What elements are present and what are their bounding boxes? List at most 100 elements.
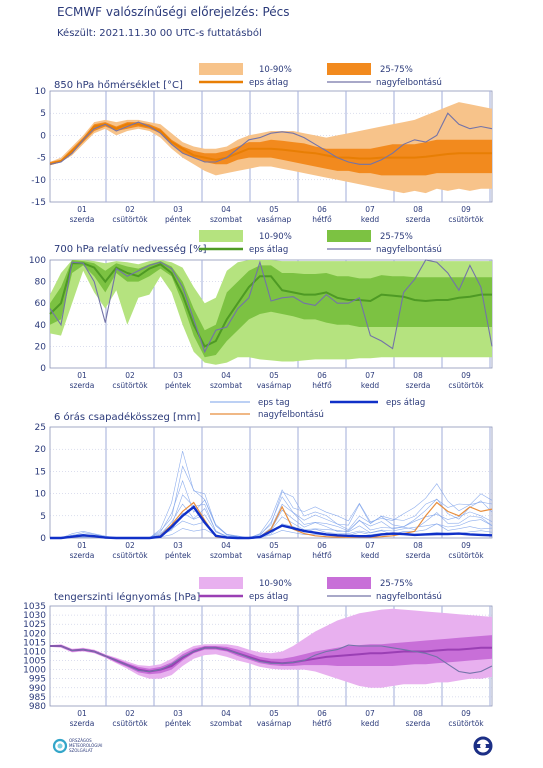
logo-line-1: ORSZÁGOS: [69, 738, 92, 743]
panel-title: tengerszinti légnyomás [hPa]: [54, 591, 200, 603]
legend-label-hires: nagyfelbontású: [258, 410, 324, 420]
omsz-logo: ORSZÁGOS METEOROLÓGIAI SZOLGÁLAT: [52, 738, 102, 754]
day-name: csütörtök: [112, 381, 148, 390]
day-name: csütörtök: [448, 719, 484, 728]
day-name: szerda: [70, 381, 95, 390]
series-mean: [49, 123, 492, 166]
day-name: szerda: [406, 719, 431, 728]
legend-swatch-10-90: [199, 63, 243, 75]
y-tick-label: 80: [35, 278, 47, 288]
band-25-75: [50, 260, 492, 358]
legend-label-mean: eps átlag: [249, 78, 288, 88]
y-tick-label: 0: [40, 534, 46, 544]
y-tick-label: 15: [35, 467, 46, 477]
y-tick-label: 1035: [23, 602, 46, 612]
y-tick-label: 60: [35, 299, 47, 309]
legend-label-25-75: 25-75%: [380, 65, 413, 75]
series-hires: [49, 259, 493, 354]
panel-title: 850 hPa hőmérséklet [°C]: [54, 79, 183, 91]
day-number: 06: [317, 709, 327, 718]
y-tick-label: -15: [31, 198, 46, 208]
series-hires: [49, 112, 493, 165]
day-number: 01: [77, 371, 87, 380]
run-info: Készült: 2021.11.30 00 UTC-s futtatásból: [57, 27, 262, 39]
legend-label-10-90: 10-90%: [259, 65, 292, 75]
panel-temp: 850 hPa hőmérséklet [°C] 10 5 0 -5 -10 -15 10-9…: [31, 63, 493, 224]
series-mean: [50, 505, 493, 540]
day-name: péntek: [165, 719, 192, 728]
panel-title: 700 hPa relatív nedvesség [%]: [54, 243, 207, 255]
day-name: kedd: [361, 381, 379, 390]
day-number: 08: [413, 709, 423, 718]
legend-label-10-90: 10-90%: [259, 232, 292, 242]
day-number: 06: [317, 205, 327, 214]
legend-label-mean: eps átlag: [249, 592, 288, 602]
day-name: szombat: [210, 551, 242, 560]
day-number: 04: [221, 371, 231, 380]
legend: 10-90% 25-75% eps átlag nagyfelbontású: [199, 63, 442, 88]
y-tick-label: 1010: [23, 647, 46, 657]
legend: 10-90% 25-75% eps átlag nagyfelbontású: [199, 230, 442, 255]
day-number: 02: [125, 709, 135, 718]
legend-label-mean: eps átlag: [386, 398, 425, 408]
legend-label-hires: nagyfelbontású: [376, 592, 442, 602]
day-name: vasárnap: [257, 719, 292, 728]
legend-swatch-25-75: [327, 577, 371, 589]
y-tick-label: 980: [29, 702, 46, 712]
y-tick-label: 5: [40, 109, 46, 119]
day-name: hétfő: [312, 381, 332, 390]
day-name: szerda: [70, 719, 95, 728]
y-tick-label: 10: [35, 87, 47, 97]
day-name: szerda: [70, 215, 95, 224]
day-number: 04: [221, 541, 231, 550]
day-number: 01: [77, 541, 87, 550]
day-number: 03: [173, 709, 183, 718]
day-number: 06: [317, 371, 327, 380]
panel-mslp: tengerszinti légnyomás [hPa] 103510301025…: [23, 577, 493, 728]
legend-swatch-10-90: [199, 577, 243, 589]
y-tick-label: 1020: [23, 629, 46, 639]
day-number: 04: [221, 709, 231, 718]
y-tick-label: 40: [35, 321, 47, 331]
day-name: kedd: [361, 551, 379, 560]
day-number: 08: [413, 205, 423, 214]
legend-swatch-25-75: [327, 63, 371, 75]
day-number: 03: [173, 205, 183, 214]
day-name: csütörtök: [448, 551, 484, 560]
day-number: 03: [173, 541, 183, 550]
y-tick-label: 1025: [23, 620, 46, 630]
day-name: péntek: [165, 551, 192, 560]
legend-label-25-75: 25-75%: [380, 579, 413, 589]
day-number: 08: [413, 541, 423, 550]
day-number: 08: [413, 371, 423, 380]
day-name: szerda: [70, 551, 95, 560]
legend-swatch-10-90: [199, 230, 243, 242]
panel-title: 6 órás csapadékösszeg [mm]: [54, 411, 200, 423]
day-name: vasárnap: [257, 381, 292, 390]
logo-line-2: METEOROLÓGIAI: [69, 743, 102, 748]
day-number: 07: [365, 541, 375, 550]
day-number: 02: [125, 205, 135, 214]
y-tick-label: 995: [29, 675, 46, 685]
day-number: 07: [365, 205, 375, 214]
y-tick-label: 10: [35, 490, 47, 500]
page-title: ECMWF valószínűségi előrejelzés: Pécs: [57, 5, 290, 19]
y-tick-label: 0: [40, 364, 46, 374]
day-number: 05: [269, 205, 279, 214]
day-name: hétfő: [312, 551, 332, 560]
legend-label-10-90: 10-90%: [259, 579, 292, 589]
legend-label-member: eps tag: [258, 398, 290, 408]
y-tick-label: 5: [40, 512, 46, 522]
day-name: szombat: [210, 215, 242, 224]
day-name: csütörtök: [112, 719, 148, 728]
day-number: 05: [269, 541, 279, 550]
day-number: 07: [365, 371, 375, 380]
panel-precip: 6 órás csapadékösszeg [mm] 25 20 15 10 5 0 eps …: [35, 398, 493, 560]
legend-swatch-25-75: [327, 230, 371, 242]
day-name: szerda: [406, 381, 431, 390]
day-number: 01: [77, 205, 87, 214]
day-name: szerda: [406, 215, 431, 224]
day-name: vasárnap: [257, 551, 292, 560]
legend: eps tag eps átlag nagyfelbontású: [210, 398, 425, 420]
series-hires: [50, 644, 493, 674]
